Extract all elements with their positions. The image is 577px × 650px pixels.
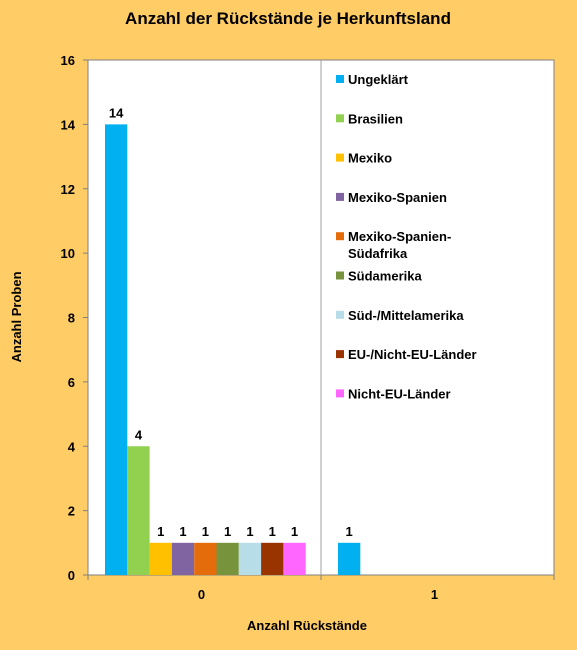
legend-label: EU-/Nicht-EU-Länder [348,347,477,362]
y-tick-label: 8 [68,311,75,326]
legend-label: Mexiko [348,151,392,166]
bar-value-label: 4 [135,427,143,442]
y-tick-label: 0 [68,568,75,583]
legend-label: Brasilien [348,111,403,126]
bar-value-label: 1 [246,524,253,539]
bar-value-label: 1 [224,524,231,539]
bar-value-label: 1 [346,524,353,539]
legend-item: Mexiko [336,151,392,166]
legend-item: Südamerika [336,269,422,284]
bar [194,542,217,575]
bar-value-label: 1 [269,524,276,539]
bar [149,542,172,575]
legend-swatch [336,75,344,83]
legend-label: Nicht-EU-Länder [348,386,451,401]
legend-swatch [336,192,344,201]
legend-label: Mexiko-Spanien [348,190,447,205]
y-tick-label: 6 [68,375,75,390]
legend-swatch [336,271,344,280]
bar [105,124,128,575]
legend-item: Brasilien [336,111,403,126]
bar [261,542,284,575]
bar [127,446,150,575]
y-tick-label: 2 [68,504,75,519]
bar [216,542,239,575]
legend-item: Mexiko-Spanien [336,190,447,205]
y-tick-label: 12 [61,182,75,197]
legend-item: EU-/Nicht-EU-Länder [336,347,477,362]
legend-item: Ungeklärt [336,72,409,87]
y-tick-label: 4 [68,439,76,454]
bar-value-label: 1 [157,524,164,539]
x-axis-label: Anzahl Rückstände [247,618,367,633]
legend-label: Mexiko-Spanien-Südafrika [348,229,451,261]
legend-swatch [336,389,344,398]
bar [338,542,361,575]
legend-item: Süd-/Mittelamerika [336,308,464,323]
legend-item: Mexiko-Spanien-Südafrika [336,229,451,261]
y-tick-label: 16 [61,53,75,68]
bar-value-label: 1 [179,524,186,539]
chart-title: Anzahl der Rückstände je Herkunftsland [125,9,451,28]
legend-label: Ungeklärt [348,72,409,87]
legend-swatch [336,153,344,162]
y-tick-label: 10 [61,246,75,261]
legend-label: Süd-/Mittelamerika [348,308,464,323]
y-axis-label: Anzahl Proben [9,271,24,362]
legend-swatch [336,310,344,319]
x-tick-label: 1 [431,587,438,602]
legend-item: Nicht-EU-Länder [336,386,451,401]
legend-label: Südamerika [348,269,422,284]
bar-value-label: 1 [202,524,209,539]
bar [283,542,306,575]
bar-value-label: 1 [291,524,298,539]
bar-value-label: 14 [109,105,124,120]
x-tick-label: 0 [198,587,205,602]
bar [171,542,195,575]
legend: Ungeklärt Brasilien Mexiko Mexiko-Spanien Me… [336,72,477,401]
legend-swatch [336,350,344,359]
legend-swatch [336,114,344,123]
bar [238,542,262,575]
y-axis: 0 2 4 6 8 10 12 14 16 [61,53,89,583]
y-tick-label: 14 [61,117,76,132]
legend-swatch [336,232,344,241]
